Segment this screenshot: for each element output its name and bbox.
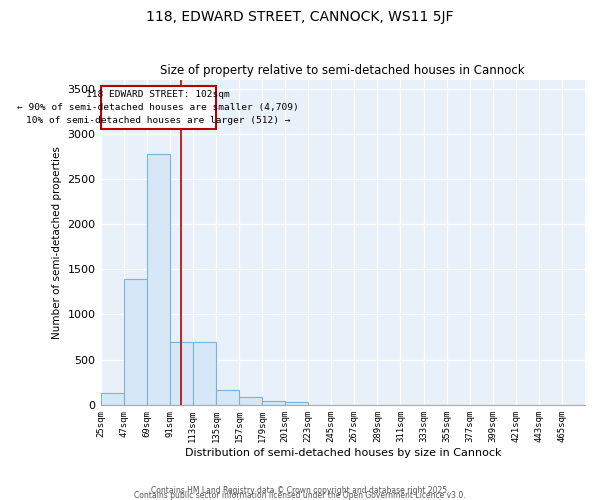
Text: Contains public sector information licensed under the Open Government Licence v3: Contains public sector information licen… <box>134 490 466 500</box>
Bar <box>146 154 170 405</box>
Bar <box>262 401 285 405</box>
FancyBboxPatch shape <box>101 86 216 130</box>
Text: 118, EDWARD STREET, CANNOCK, WS11 5JF: 118, EDWARD STREET, CANNOCK, WS11 5JF <box>146 10 454 24</box>
Bar <box>239 396 262 405</box>
Bar <box>285 402 308 405</box>
Bar <box>124 279 146 405</box>
Text: Contains HM Land Registry data © Crown copyright and database right 2025.: Contains HM Land Registry data © Crown c… <box>151 486 449 495</box>
Bar <box>216 390 239 405</box>
Bar <box>193 342 216 405</box>
X-axis label: Distribution of semi-detached houses by size in Cannock: Distribution of semi-detached houses by … <box>185 448 501 458</box>
Title: Size of property relative to semi-detached houses in Cannock: Size of property relative to semi-detach… <box>160 64 525 77</box>
Text: 118 EDWARD STREET: 102sqm
← 90% of semi-detached houses are smaller (4,709)
10% : 118 EDWARD STREET: 102sqm ← 90% of semi-… <box>17 90 299 126</box>
Bar <box>101 392 124 405</box>
Y-axis label: Number of semi-detached properties: Number of semi-detached properties <box>52 146 62 338</box>
Bar <box>170 342 193 405</box>
